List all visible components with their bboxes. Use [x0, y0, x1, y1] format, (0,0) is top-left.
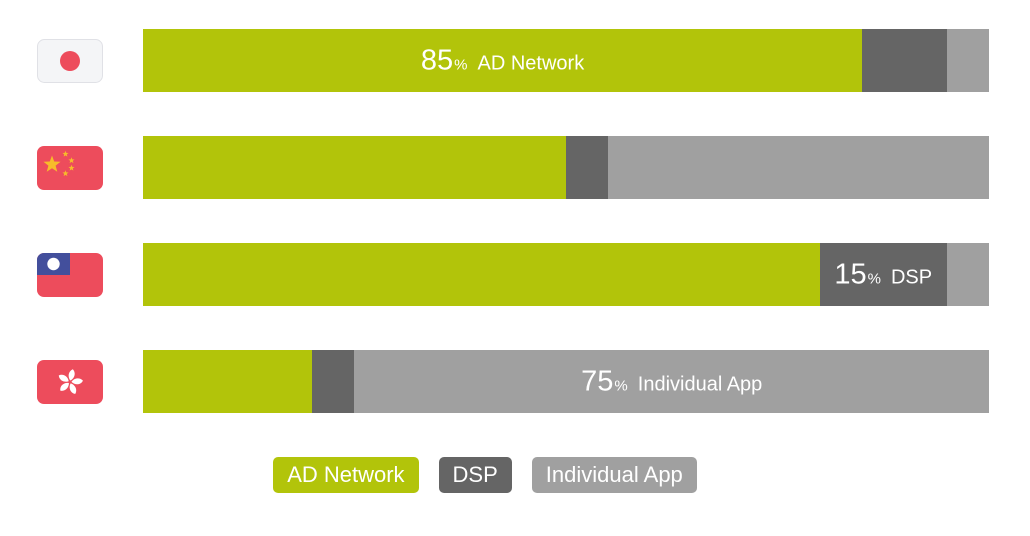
segment-china-individual-app [608, 136, 989, 199]
flag-japan-icon [37, 38, 103, 83]
segment-series-name: AD Network [477, 52, 585, 74]
legend: AD Network DSP Individual App [0, 457, 970, 493]
segment-taiwan-dsp: 15% DSP [819, 243, 947, 306]
segment-hong-kong-individual-app: 75% Individual App [354, 350, 989, 413]
segment-value: 85 [420, 44, 454, 76]
segment-series-name: Individual App [637, 373, 763, 395]
segment-series-name: DSP [890, 266, 933, 288]
bar-japan: 85% AD Network [143, 29, 989, 92]
segment-hong-kong-ad-network [143, 350, 313, 413]
segment-label-japan: 85% AD Network [421, 44, 584, 77]
segment-label-hong-kong: 75% Individual App [581, 365, 762, 398]
segment-china-dsp [566, 136, 609, 199]
chart-row-hong-kong: 75% Individual App [0, 350, 1030, 413]
legend-item-individual-app: Individual App [531, 457, 697, 493]
flag-hong-kong-icon [37, 359, 103, 404]
segment-china-ad-network [143, 136, 566, 199]
percent-sign: % [867, 270, 881, 287]
chart-row-japan: 85% AD Network [0, 29, 1030, 92]
percent-sign: % [454, 56, 468, 73]
segment-taiwan-individual-app [946, 243, 989, 306]
bar-taiwan: 15% DSP [143, 243, 989, 306]
legend-item-ad-network: AD Network [273, 457, 419, 493]
flag-china-icon [37, 145, 103, 190]
flag-taiwan-icon [37, 252, 103, 297]
segment-japan-dsp [862, 29, 947, 92]
segment-taiwan-ad-network [143, 243, 820, 306]
chart-rows: 85% AD Network 15% DSP 75% Individual App [0, 29, 1030, 413]
bar-china [143, 136, 989, 199]
chart-row-china [0, 136, 1030, 199]
segment-label-taiwan: 15% DSP [834, 258, 932, 291]
chart-row-taiwan: 15% DSP [0, 243, 1030, 306]
segment-value: 75 [581, 365, 614, 397]
segment-japan-individual-app [946, 29, 989, 92]
legend-item-dsp: DSP [438, 457, 512, 493]
percent-sign: % [614, 377, 628, 394]
segment-value: 15 [834, 258, 867, 290]
segment-japan-ad-network: 85% AD Network [143, 29, 863, 92]
bar-hong-kong: 75% Individual App [143, 350, 989, 413]
segment-hong-kong-dsp [312, 350, 355, 413]
